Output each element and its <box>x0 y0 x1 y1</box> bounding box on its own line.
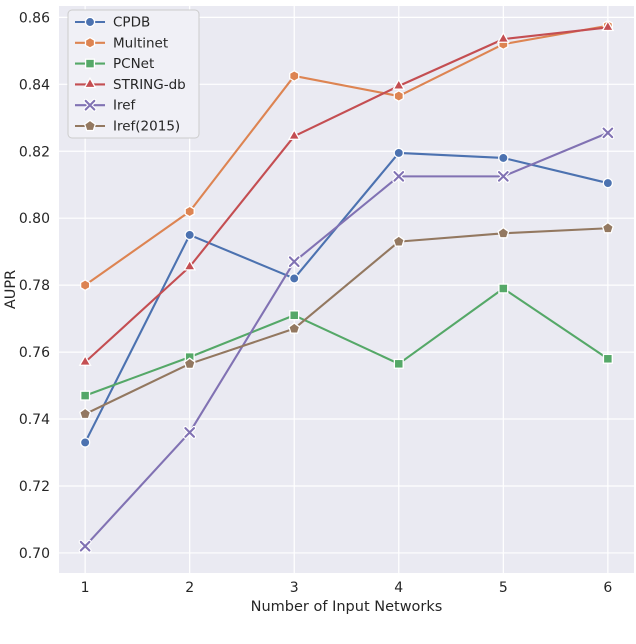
triangle-marker <box>78 354 92 366</box>
y-tick-label: 0.74 <box>19 412 50 428</box>
circle-marker <box>602 177 614 189</box>
x-marker <box>393 171 405 182</box>
x-tick-label: 2 <box>185 580 194 596</box>
pentagon-marker <box>79 407 92 420</box>
x-tick-label: 5 <box>499 580 508 596</box>
y-tick-label: 0.86 <box>19 10 50 26</box>
x-tick-label: 1 <box>81 580 90 596</box>
legend-label: Iref <box>113 98 137 114</box>
x-icon <box>84 99 96 111</box>
legend-label: Multinet <box>113 35 168 51</box>
y-tick-label: 0.76 <box>19 345 50 361</box>
square-marker <box>289 310 300 321</box>
pentagon-marker <box>601 221 614 234</box>
x-marker <box>497 171 509 182</box>
y-tick-label: 0.82 <box>19 144 50 160</box>
square-icon <box>84 58 96 69</box>
triangle-marker <box>183 259 197 271</box>
circle-marker <box>393 147 405 159</box>
series-iref-2015- <box>79 221 614 420</box>
pentagon-marker <box>288 322 301 334</box>
legend-label: STRING-db <box>113 77 186 93</box>
legend-item-iref-2015-: Iref(2015) <box>75 119 180 135</box>
triangle-icon <box>83 76 97 89</box>
legend: CPDB Multinet PCNet STRING-db Iref Iref(2015) <box>67 9 200 139</box>
legend-item-iref: Iref <box>75 98 137 114</box>
y-tick-label: 0.84 <box>19 77 50 93</box>
series-line <box>84 227 609 416</box>
legend-item-multinet: Multinet <box>75 35 168 51</box>
y-tick-label: 0.70 <box>19 546 50 562</box>
legend-label: Iref(2015) <box>113 119 180 135</box>
hexagon-marker <box>393 90 404 102</box>
y-tick-label: 0.80 <box>19 211 50 227</box>
square-marker <box>80 390 91 401</box>
square-marker <box>393 358 404 369</box>
legend-label: PCNet <box>113 56 154 72</box>
pentagon-marker <box>392 235 405 247</box>
x-axis-title: Number of Input Networks <box>251 599 443 615</box>
x-tick-label: 3 <box>290 580 299 596</box>
circle-marker <box>498 152 509 164</box>
x-tick-label: 6 <box>603 580 612 596</box>
series-line <box>84 131 609 548</box>
hexagon-marker <box>79 279 91 292</box>
pentagon-marker <box>497 226 510 239</box>
series-pcnet <box>80 283 613 401</box>
hexagon-marker <box>289 69 300 82</box>
circle-marker <box>79 437 91 448</box>
series-cpdb <box>79 147 614 448</box>
legend-label: CPDB <box>113 15 150 31</box>
x-marker <box>602 127 614 139</box>
x-marker <box>184 427 196 438</box>
legend-item-string-db: STRING-db <box>75 77 186 93</box>
y-tick-label: 0.72 <box>19 479 50 495</box>
x-tick-label: 4 <box>394 580 403 596</box>
y-axis-title: AUPR <box>3 270 19 309</box>
x-marker <box>288 256 300 268</box>
legend-item-cpdb: CPDB <box>75 15 150 31</box>
triangle-marker <box>287 128 301 140</box>
hexagon-marker <box>184 205 195 218</box>
circle-marker <box>184 229 195 241</box>
pentagon-icon <box>83 119 97 132</box>
square-marker <box>498 283 509 294</box>
series-line <box>84 24 609 287</box>
pentagon-marker <box>183 357 196 369</box>
triangle-marker <box>601 19 615 32</box>
circle-icon <box>84 16 96 28</box>
square-marker <box>602 353 613 364</box>
series-iref <box>78 126 615 553</box>
triangle-marker <box>496 31 510 43</box>
series-line <box>84 26 609 364</box>
series-string-db <box>78 19 615 366</box>
series-line <box>84 287 609 397</box>
hexagon-icon <box>84 36 96 49</box>
triangle-marker <box>392 78 406 90</box>
legend-item-pcnet: PCNet <box>75 56 154 72</box>
x-marker <box>79 540 91 552</box>
circle-marker <box>288 273 300 284</box>
series-line <box>84 151 609 444</box>
y-tick-label: 0.78 <box>19 278 50 294</box>
